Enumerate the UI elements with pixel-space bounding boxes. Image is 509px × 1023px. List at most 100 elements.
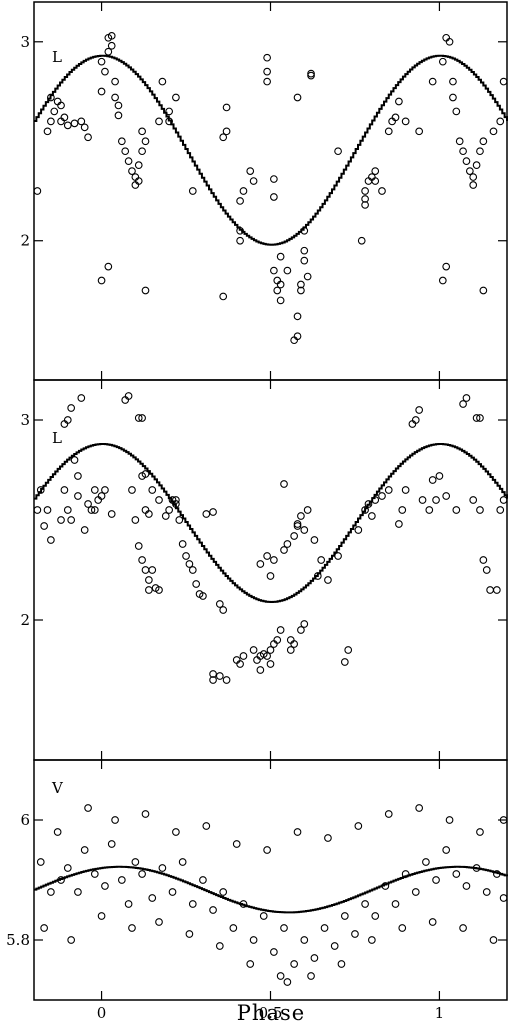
data-point (462, 157, 471, 166)
panel-1: 2 3 L (20, 1, 508, 381)
data-point (442, 492, 451, 500)
data-point (276, 972, 285, 980)
data-point (476, 506, 484, 514)
data-point (395, 520, 403, 528)
data-point (239, 187, 248, 195)
data-point (442, 846, 451, 854)
data-point (40, 522, 48, 530)
data-point (479, 556, 488, 564)
data-point (104, 262, 113, 271)
data-point (57, 516, 65, 524)
data-point (63, 416, 72, 424)
data-point (300, 256, 309, 265)
data-point (60, 486, 69, 494)
data-point (236, 197, 244, 205)
data-point (320, 924, 329, 932)
data-point (209, 676, 217, 684)
model-curve (34, 54, 508, 246)
data-point (77, 117, 86, 126)
data-point (188, 187, 197, 195)
data-point (445, 37, 454, 46)
data-point (43, 127, 52, 136)
data-point (324, 834, 332, 842)
data-point (141, 470, 150, 478)
data-point (114, 111, 123, 120)
data-point (300, 620, 309, 628)
data-point (415, 406, 424, 414)
data-point (361, 201, 369, 209)
data-point (391, 900, 400, 908)
data-point (276, 280, 285, 289)
data-point (263, 846, 271, 854)
data-point (354, 526, 363, 534)
data-point (425, 506, 434, 514)
data-point (364, 500, 373, 508)
data-point (270, 266, 278, 275)
data-point (256, 560, 265, 568)
data-point (361, 900, 369, 908)
data-point (395, 97, 403, 106)
data-point (300, 246, 309, 255)
data-point (121, 147, 130, 156)
data-point (438, 276, 447, 285)
data-point (479, 137, 488, 146)
data-point (415, 127, 424, 136)
data-point (499, 77, 508, 86)
data-point (138, 870, 146, 878)
data-point (131, 516, 140, 524)
data-point (293, 93, 302, 102)
data-point (97, 276, 106, 285)
data-point (442, 262, 451, 271)
data-point (229, 924, 238, 932)
data-point (371, 177, 380, 185)
data-point (496, 117, 505, 126)
data-point (428, 918, 437, 926)
data-point (401, 486, 410, 494)
data-point (101, 882, 109, 890)
data-point (101, 486, 109, 494)
data-point (283, 978, 292, 986)
data-point (270, 193, 278, 201)
data-point (209, 670, 217, 678)
data-point (155, 918, 163, 926)
data-point (297, 280, 305, 289)
data-point (283, 540, 292, 548)
data-point (97, 57, 106, 66)
data-point (344, 646, 353, 654)
data-point (293, 332, 302, 341)
panel-1-curve (34, 54, 508, 246)
data-point (384, 810, 393, 818)
data-point (145, 576, 153, 584)
data-point (53, 828, 62, 836)
data-point (384, 486, 393, 494)
data-point (486, 586, 494, 594)
data-point (297, 626, 305, 634)
data-point (57, 101, 65, 110)
panel-1-marks (33, 31, 508, 345)
data-point (422, 858, 430, 866)
data-point (280, 546, 288, 554)
panel-frame (33, 759, 508, 1001)
data-point (378, 492, 386, 500)
data-point (33, 506, 42, 514)
data-point (124, 900, 133, 908)
data-point (63, 506, 72, 514)
data-point (117, 137, 126, 146)
data-point (138, 414, 146, 422)
data-point (40, 924, 48, 932)
data-point (236, 236, 244, 245)
data-point (97, 492, 106, 500)
data-point (334, 147, 342, 156)
data-point (300, 936, 309, 944)
data-point (134, 177, 143, 185)
data-point (465, 167, 474, 175)
data-point (482, 566, 491, 574)
data-point (219, 606, 228, 614)
data-point (428, 476, 437, 484)
data-point (303, 506, 312, 514)
data-point (371, 167, 380, 175)
data-point (128, 486, 136, 494)
data-point (317, 556, 326, 564)
data-point (324, 576, 332, 584)
data-point (215, 942, 224, 950)
